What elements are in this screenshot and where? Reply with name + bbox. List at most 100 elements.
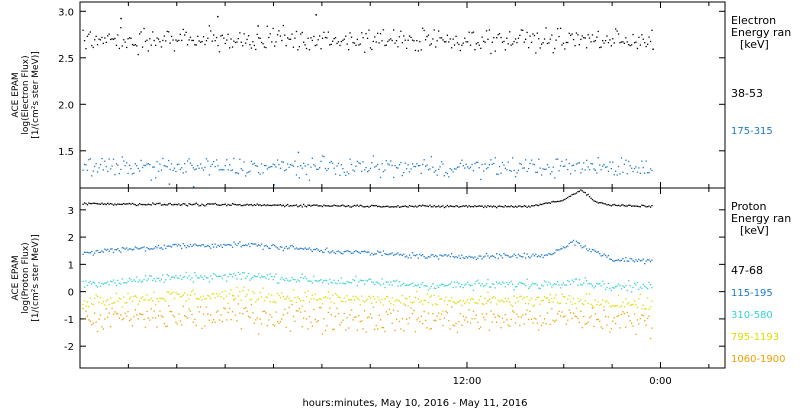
data-point: [393, 280, 395, 282]
data-point: [478, 299, 480, 301]
data-point: [632, 260, 634, 262]
data-point: [424, 205, 427, 207]
data-point: [186, 44, 189, 46]
data-point: [596, 251, 598, 253]
data-point: [300, 33, 302, 35]
data-point: [543, 280, 546, 282]
data-point: [452, 205, 454, 208]
data-point: [337, 205, 340, 207]
data-point: [449, 168, 451, 170]
data-point: [176, 293, 178, 295]
data-point: [284, 308, 286, 310]
data-point: [600, 46, 602, 48]
data-point: [483, 303, 485, 306]
data-point: [207, 244, 209, 247]
data-point: [281, 276, 283, 279]
data-point: [631, 304, 633, 306]
data-point: [141, 295, 144, 298]
data-point: [588, 37, 591, 39]
data-point: [629, 257, 631, 260]
data-point: [242, 272, 244, 274]
data-point: [440, 37, 443, 39]
data-point: [260, 205, 263, 207]
data-point: [227, 276, 229, 278]
data-point: [395, 206, 398, 208]
data-point: [215, 311, 218, 313]
data-point: [224, 165, 226, 167]
data-point: [112, 279, 115, 281]
data-point: [604, 40, 607, 42]
data-point: [509, 256, 511, 258]
data-point: [494, 257, 496, 259]
data-point: [443, 300, 446, 302]
data-point: [311, 282, 313, 284]
data-point: [485, 252, 488, 255]
data-point: [628, 315, 630, 317]
data-point: [484, 205, 486, 207]
data-point: [146, 294, 148, 296]
data-point: [311, 250, 313, 253]
data-point: [332, 205, 334, 207]
data-point: [101, 282, 103, 285]
data-point: [546, 42, 549, 45]
data-point: [269, 314, 271, 316]
data-point: [204, 325, 206, 327]
data-point: [635, 41, 637, 43]
data-point: [471, 32, 473, 34]
data-point: [226, 319, 228, 321]
data-point: [401, 42, 403, 44]
data-point: [195, 297, 197, 300]
data-point: [558, 200, 560, 203]
data-point: [387, 254, 389, 256]
data-point: [131, 202, 134, 205]
data-point: [583, 246, 585, 248]
data-point: [469, 299, 472, 301]
data-point: [397, 167, 399, 169]
data-point: [500, 327, 502, 329]
data-point: [461, 205, 463, 208]
data-point: [124, 312, 126, 315]
data-point: [362, 251, 364, 253]
data-point: [372, 254, 374, 256]
data-point: [94, 202, 96, 204]
data-point: [472, 289, 475, 291]
data-point: [115, 292, 118, 294]
data-point: [411, 312, 414, 315]
data-point: [298, 248, 300, 250]
data-point: [439, 318, 441, 320]
data-point: [205, 158, 208, 160]
data-point: [574, 302, 576, 305]
data-point: [602, 40, 604, 42]
y-tick-label: 2.0: [58, 100, 74, 111]
x-axis-label: hours:minutes, May 10, 2016 - May 11, 20…: [302, 398, 527, 409]
data-point: [343, 283, 345, 285]
data-point: [478, 167, 480, 169]
data-point: [651, 287, 653, 289]
data-point: [517, 37, 520, 39]
data-point: [599, 164, 601, 166]
data-point: [234, 298, 237, 300]
data-point: [487, 300, 489, 302]
data-point: [356, 284, 358, 287]
data-point: [324, 205, 327, 207]
data-point: [163, 281, 165, 283]
data-point: [207, 160, 209, 162]
data-point: [266, 204, 268, 206]
data-point: [86, 251, 89, 253]
data-point: [247, 315, 250, 318]
data-point: [281, 246, 283, 248]
data-point: [388, 39, 390, 41]
data-point: [215, 293, 218, 295]
data-point: [401, 174, 403, 177]
data-point: [533, 163, 536, 166]
data-point: [226, 244, 228, 246]
data-point: [404, 39, 406, 41]
data-point: [173, 297, 176, 299]
data-point: [413, 165, 415, 168]
data-point: [427, 301, 430, 303]
data-point: [532, 205, 534, 207]
data-point: [565, 323, 567, 325]
data-point: [538, 296, 540, 298]
data-point: [575, 278, 578, 280]
data-point: [204, 43, 206, 46]
